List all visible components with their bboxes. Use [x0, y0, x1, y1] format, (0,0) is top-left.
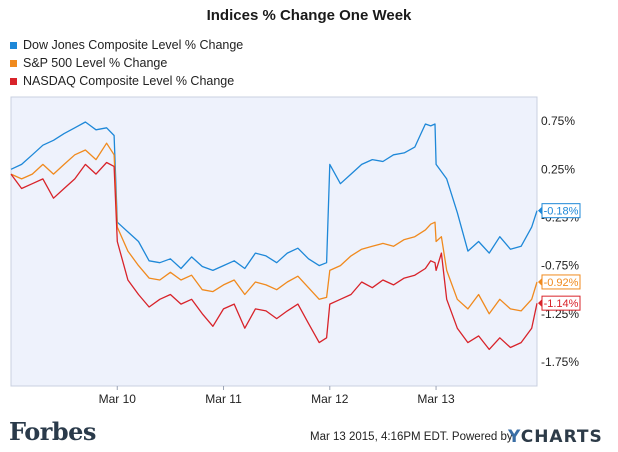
series-line-dow [10, 121, 538, 272]
x-tick-label: Mar 12 [311, 392, 349, 406]
series-line-nasdaq [10, 161, 538, 351]
end-value-label: -1.14% [538, 295, 581, 311]
legend-item-nasdaq[interactable]: NASDAQ Composite Level % Change [10, 72, 243, 90]
x-tick-label: Mar 10 [99, 392, 137, 406]
x-tick-label: Mar 11 [205, 392, 242, 406]
end-value-pointer [538, 277, 542, 286]
end-value-label: -0.92% [538, 274, 581, 290]
legend-item-dow[interactable]: Dow Jones Composite Level % Change [10, 36, 243, 54]
end-value-text: -0.92% [544, 277, 579, 289]
y-tick-label: -1.75% [541, 355, 579, 369]
y-tick-label: 0.25% [541, 162, 575, 176]
end-value-label: -0.18% [538, 203, 581, 219]
series-line-sp500 [10, 142, 538, 315]
end-value-pointer [538, 206, 542, 215]
ycharts-logo-text: CHARTS [520, 427, 603, 447]
legend-label-sp500: S&P 500 Level % Change [23, 56, 168, 70]
timestamp-text: Mar 13 2015, 4:16PM EDT. [310, 431, 449, 443]
legend: Dow Jones Composite Level % Change S&P 5… [10, 36, 243, 90]
legend-label-dow: Dow Jones Composite Level % Change [23, 38, 244, 52]
x-tick-label: Mar 13 [417, 392, 455, 406]
legend-swatch-dow [10, 41, 17, 49]
chart-title: Indices % Change One Week [206, 7, 412, 24]
y-tick-label: 0.75% [541, 114, 575, 128]
y-tick-label: -0.75% [541, 259, 579, 273]
ycharts-logo-y: Y [508, 427, 521, 447]
forbes-logo: Forbes [9, 417, 96, 446]
ycharts-logo: YCHARTS [508, 427, 603, 447]
legend-swatch-sp500 [10, 59, 17, 67]
powered-by-text: Powered by [451, 431, 513, 443]
end-value-text: -0.18% [544, 206, 579, 218]
footer-timestamp: Mar 13 2015, 4:16PM EDT. Powered by [310, 431, 513, 443]
legend-item-sp500[interactable]: S&P 500 Level % Change [10, 54, 243, 72]
legend-swatch-nasdaq [10, 77, 17, 85]
end-value-pointer [538, 299, 542, 308]
legend-label-nasdaq: NASDAQ Composite Level % Change [23, 74, 235, 88]
plot-area [10, 96, 538, 387]
end-value-text: -1.14% [544, 298, 579, 310]
